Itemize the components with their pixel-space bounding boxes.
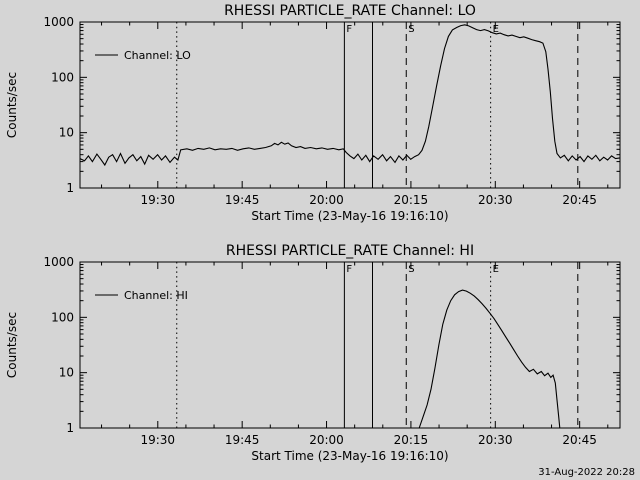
y-axis-label: Counts/sec [5,72,19,138]
y-tick-label: 1 [66,181,74,195]
y-tick-label: 100 [51,70,74,84]
flare-flag-label: S [408,264,414,275]
chart-title: RHESSI PARTICLE_RATE Channel: LO [224,3,476,19]
flare-flag-label: E [493,264,499,275]
legend-label: Channel: LO [124,49,191,62]
y-tick-label: 1 [66,421,74,435]
x-tick-label: 20:45 [562,193,597,207]
y-tick-label: 10 [59,366,74,380]
flare-flag-label: F [346,264,352,275]
chart-title: RHESSI PARTICLE_RATE Channel: HI [226,243,474,259]
x-tick-label: 20:15 [394,193,429,207]
plot-creation-timestamp: 31-Aug-2022 20:28 [538,467,635,478]
axes-frame [79,21,621,189]
y-tick-label: 100 [51,310,74,324]
x-tick-label: 20:00 [309,433,344,447]
legend-label: Channel: HI [124,289,188,302]
x-tick-label: 20:30 [478,433,513,447]
flare-flag-label: F [346,24,352,35]
x-tick-label: 19:30 [140,193,175,207]
flare-flag-label: E [493,24,499,35]
particle-rate-lo-chart: 19:30 19:45 20:00 20:15 20:30 20:45 1 10 100 1000… [5,3,621,223]
x-tick-label: 19:30 [140,433,175,447]
x-tick-label: 19:45 [225,433,260,447]
x-tick-label: 20:30 [478,193,513,207]
x-axis-label: Start Time (23-May-16 19:16:10) [251,209,448,223]
x-tick-label: 20:00 [309,193,344,207]
flare-flag-label: S [408,24,414,35]
y-tick-label: 1000 [43,15,74,29]
series-line-lo [79,24,621,167]
y-tick-label: 10 [59,126,74,140]
x-axis-label: Start Time (23-May-16 19:16:10) [251,449,448,463]
x-tick-label: 20:45 [562,433,597,447]
axes-frame [79,261,621,429]
x-tick-label: 20:15 [394,433,429,447]
y-axis-label: Counts/sec [5,312,19,378]
series-line-hi [411,289,561,429]
y-tick-label: 1000 [43,255,74,269]
x-tick-label: 19:45 [225,193,260,207]
particle-rate-hi-chart: 19:30 19:45 20:00 20:15 20:30 20:45 1 10 100 1000… [5,243,621,463]
